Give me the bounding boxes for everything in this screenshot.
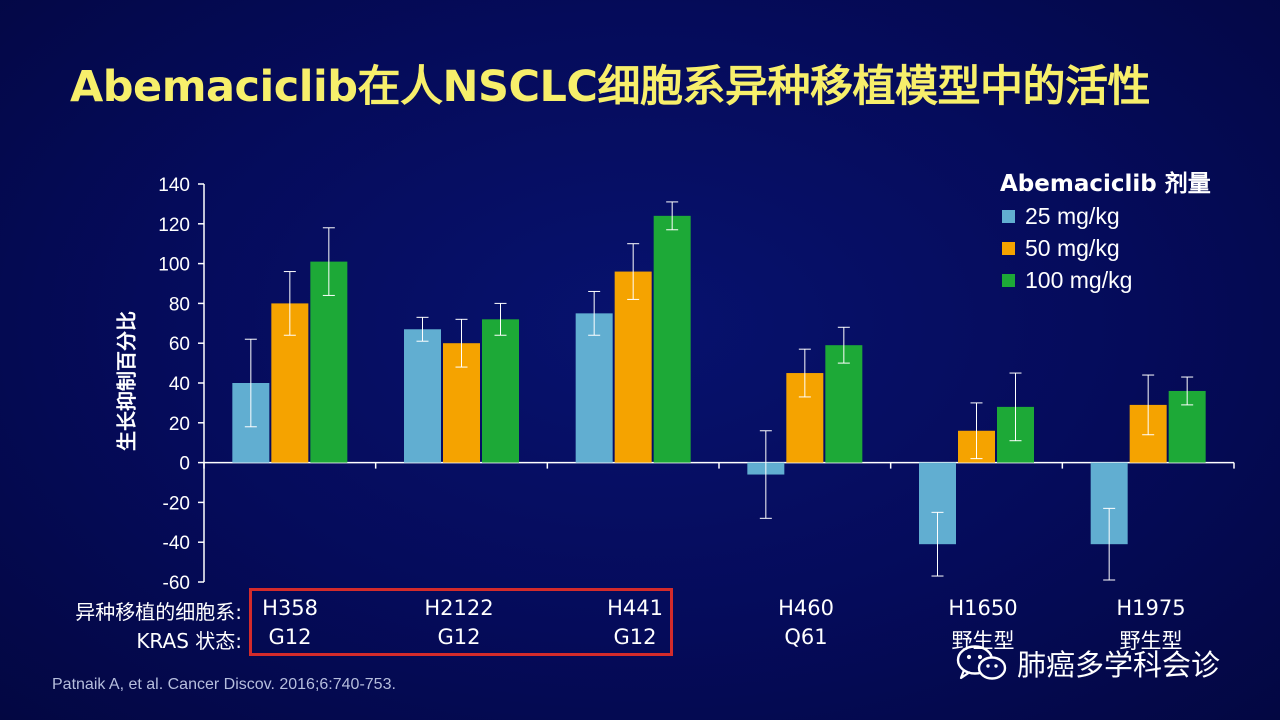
y-axis-ticks: 140 120 100 80 60 40 20 0 -20 -40 -60 (158, 175, 204, 594)
y-axis-label: 生长抑制百分比 (114, 311, 139, 451)
legend-label-50: 50 mg/kg (1025, 234, 1120, 261)
legend: Abemaciclib 剂量 25 mg/kg 50 mg/kg 100 mg/… (1000, 164, 1211, 296)
y-tick-label: 120 (158, 215, 190, 236)
y-tick-label: -20 (163, 493, 190, 514)
wechat-icon (956, 645, 1007, 680)
error-bars (244, 201, 1194, 581)
row-label-cell-line: 异种移植的细胞系: (75, 600, 242, 624)
y-tick-label: -40 (163, 533, 190, 554)
watermark-text: 肺癌多学科会诊 (1017, 648, 1221, 682)
y-tick-label: 140 (158, 175, 190, 196)
cell-line-label: H1975 (1116, 596, 1186, 620)
legend-label-25: 25 mg/kg (1025, 202, 1120, 229)
y-tick-label: 100 (158, 255, 190, 276)
cell-line-label: H358 (262, 596, 318, 620)
bar (482, 319, 519, 463)
legend-item-50: 50 mg/kg (1000, 232, 1211, 264)
y-tick-label: 60 (169, 334, 190, 355)
y-tick-label: -60 (163, 573, 190, 594)
cell-line-label: H441 (607, 596, 663, 620)
kras-g12-highlight-box (249, 588, 673, 656)
legend-swatch-25 (1002, 209, 1015, 223)
kras-status-label: G12 (437, 625, 481, 649)
watermark: 肺癌多学科会诊 (955, 644, 1220, 682)
legend-title: Abemaciclib 剂量 (1000, 171, 1211, 197)
citation: Patnaik A, et al. Cancer Discov. 2016;6:… (52, 676, 396, 693)
bar (575, 313, 613, 463)
legend-swatch-100 (1002, 273, 1015, 287)
cell-line-label: H460 (778, 596, 834, 620)
bar (404, 329, 441, 463)
cell-line-label: H2122 (424, 596, 494, 620)
y-tick-label: 40 (169, 374, 190, 395)
kras-status-label: Q61 (784, 625, 828, 649)
bar (653, 215, 691, 463)
legend-item-100: 100 mg/kg (1000, 264, 1211, 296)
kras-status-label: G12 (613, 625, 657, 649)
y-tick-label: 80 (169, 294, 190, 315)
cell-line-label: H1650 (948, 596, 1018, 620)
bar (825, 345, 863, 463)
legend-label-100: 100 mg/kg (1025, 266, 1133, 293)
slide-title: Abemaciclib在人NSCLC细胞系异种移植模型中的活性 (70, 62, 1151, 112)
row-label-kras: KRAS 状态: (136, 629, 242, 653)
legend-item-25: 25 mg/kg (1000, 200, 1211, 232)
bar (614, 271, 652, 463)
y-tick-label: 0 (179, 454, 190, 475)
y-tick-label: 20 (169, 414, 190, 435)
legend-swatch-50 (1002, 241, 1015, 255)
kras-status-label: 野生型 (1119, 629, 1183, 653)
kras-status-label: G12 (268, 625, 312, 649)
